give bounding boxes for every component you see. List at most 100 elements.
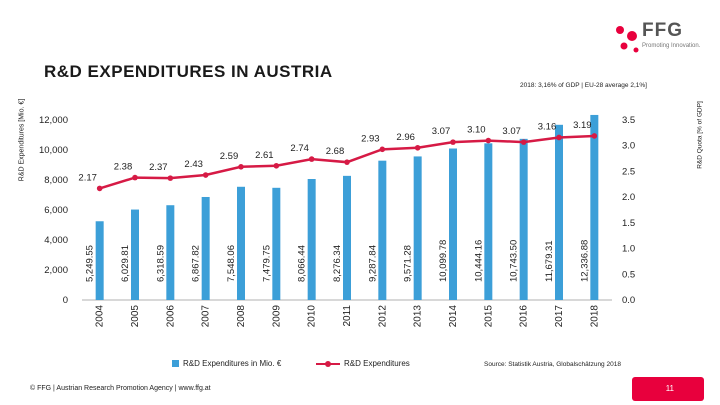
legend-bar-label: R&D Expenditures in Mio. € <box>183 359 282 368</box>
y2-tick-label: 1.0 <box>622 244 635 255</box>
copyright: © FFG | Austrian Research Promotion Agen… <box>30 385 211 392</box>
line-value-label: 3.16 <box>538 121 557 132</box>
bar-value-label: 5,249.55 <box>85 245 96 282</box>
bar-value-label: 10,444.16 <box>473 240 484 282</box>
line-value-label: 2.59 <box>220 151 239 162</box>
line-point <box>450 139 456 145</box>
bar-value-label: 7,548.06 <box>226 245 237 282</box>
logo-subtitle: Promoting Innovation. <box>642 43 701 49</box>
bar-value-label: 7,479.75 <box>261 245 272 282</box>
bar-value-label: 9,287.84 <box>367 245 378 282</box>
bar-value-label: 6,318.59 <box>155 245 166 282</box>
bar-value-label: 8,066.44 <box>297 245 308 282</box>
bar-value-label: 12,336.88 <box>579 240 590 282</box>
line-point <box>485 137 492 144</box>
line-point <box>591 133 598 139</box>
line-value-label: 2.93 <box>361 133 380 144</box>
bar <box>413 156 422 300</box>
line-value-label: 2.96 <box>396 132 415 143</box>
line-point <box>344 159 350 165</box>
y-tick-label: 0 <box>63 295 68 306</box>
x-tick-label: 2008 <box>236 305 247 328</box>
gdp-note: 2018: 3,16% of GDP | EU-28 average 2,1%] <box>520 82 647 89</box>
line-point <box>132 174 138 181</box>
x-tick-label: 2013 <box>413 305 424 328</box>
bar-value-label: 9,571.28 <box>403 245 414 282</box>
x-tick-label: 2004 <box>95 305 106 328</box>
line-point <box>414 144 421 151</box>
legend-bar-swatch <box>172 360 179 368</box>
logo-text: FFG <box>642 20 683 41</box>
line-point <box>238 164 244 170</box>
line-point <box>520 139 527 145</box>
legend-line-swatch <box>316 360 340 367</box>
bar-value-label: 6,029.81 <box>120 245 131 282</box>
x-tick-label: 2016 <box>519 305 530 328</box>
y2-tick-label: 0.5 <box>622 269 635 280</box>
bar <box>131 209 139 300</box>
page-number: 11 <box>665 384 674 393</box>
line-point <box>308 156 315 162</box>
page-number-badge: 11 <box>632 377 704 401</box>
bar <box>95 221 104 300</box>
line-point <box>167 175 174 181</box>
line-value-label: 2.74 <box>290 143 309 154</box>
line-point <box>96 185 103 192</box>
x-tick-label: 2014 <box>448 305 459 328</box>
bar <box>272 187 281 300</box>
line-value-label: 2.37 <box>149 162 168 173</box>
y2-tick-label: 2.0 <box>622 192 635 203</box>
line-value-label: 3.07 <box>502 126 521 137</box>
ffg-logo-icon <box>616 26 639 53</box>
x-tick-label: 2007 <box>201 305 212 328</box>
legend-line-label: R&D Expenditures <box>344 359 410 368</box>
x-tick-label: 2010 <box>307 305 318 328</box>
bar <box>555 124 563 300</box>
bar-value-label: 10,099.78 <box>438 240 449 282</box>
line-point <box>379 146 386 153</box>
y-tick-label: 6,000 <box>44 205 68 216</box>
y-tick-label: 2,000 <box>44 265 68 276</box>
x-tick-label: 2015 <box>483 305 494 328</box>
line-point <box>202 172 209 178</box>
bar <box>343 175 351 300</box>
line-value-label: 3.07 <box>432 126 451 137</box>
y2-tick-label: 3.0 <box>622 141 635 152</box>
bar <box>166 205 175 300</box>
x-tick-label: 2009 <box>271 305 282 328</box>
x-tick-label: 2017 <box>554 305 565 328</box>
line-point <box>273 162 280 169</box>
y2-tick-label: 0.0 <box>622 295 635 306</box>
bar <box>201 196 210 300</box>
y-tick-label: 8,000 <box>44 175 68 186</box>
line-value-label: 2.68 <box>326 146 345 157</box>
bar <box>307 179 316 300</box>
y2-tick-label: 3.5 <box>622 115 635 126</box>
line-point <box>556 134 562 141</box>
x-tick-label: 2011 <box>342 305 353 327</box>
page-title: R&D EXPENDITURES IN AUSTRIA <box>44 62 333 81</box>
y-tick-label: 12,000 <box>39 115 68 126</box>
y-tick-label: 10,000 <box>39 145 68 156</box>
line-value-label: 2.17 <box>78 172 97 183</box>
x-tick-label: 2006 <box>165 305 176 328</box>
bar <box>237 186 245 300</box>
bar <box>484 143 493 300</box>
x-tick-label: 2005 <box>130 305 141 328</box>
line-value-label: 2.38 <box>114 162 133 173</box>
x-tick-label: 2012 <box>377 305 388 328</box>
line-value-label: 3.19 <box>573 120 592 131</box>
y2-tick-label: 2.5 <box>622 166 635 177</box>
legend-line: R&D Expenditures <box>316 359 410 368</box>
bar <box>590 114 599 300</box>
legend-bar: R&D Expenditures in Mio. € <box>172 359 281 368</box>
bar-value-label: 11,679.31 <box>544 240 555 282</box>
x-tick-label: 2018 <box>589 305 600 328</box>
line-value-label: 2.43 <box>184 159 203 170</box>
y2-axis-label: R&D Quota [% of GDP] <box>696 101 704 169</box>
bar-value-label: 8,276.34 <box>332 245 343 282</box>
line-value-label: 2.61 <box>255 150 274 161</box>
bar <box>378 160 387 300</box>
source-note: Source: Statistik Austria, Globalschätzu… <box>484 361 621 368</box>
